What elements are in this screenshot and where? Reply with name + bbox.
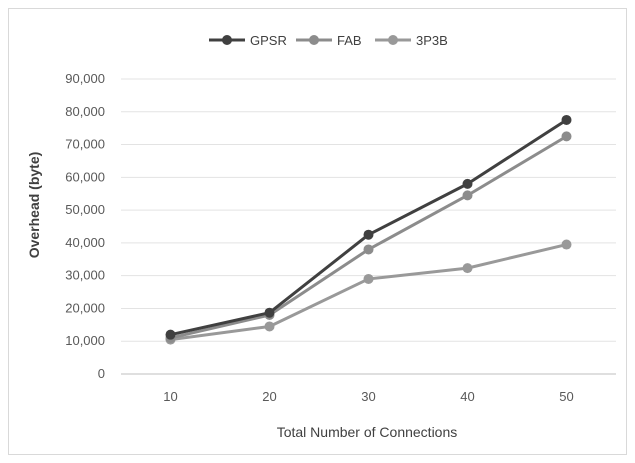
y-tick-label: 90,000 bbox=[65, 71, 105, 86]
x-tick-label: 30 bbox=[361, 389, 375, 404]
data-point bbox=[363, 244, 374, 255]
legend: GPSR FAB 3P3B bbox=[209, 33, 448, 48]
data-point bbox=[561, 239, 572, 250]
line-chart: 0 10,000 20,000 30,000 40,000 50,000 60,000 70,… bbox=[26, 33, 616, 440]
x-axis-title: Total Number of Connections bbox=[277, 424, 458, 440]
x-tick-labels: 10 20 30 40 50 bbox=[163, 389, 573, 404]
x-tick-label: 20 bbox=[262, 389, 276, 404]
legend-label: FAB bbox=[337, 33, 362, 48]
series-gpsr bbox=[165, 114, 572, 340]
y-tick-label: 70,000 bbox=[65, 137, 105, 152]
series-line bbox=[170, 118, 568, 337]
chart-frame: 0 10,000 20,000 30,000 40,000 50,000 60,000 70,… bbox=[8, 8, 627, 455]
y-tick-label: 80,000 bbox=[65, 104, 105, 119]
legend-label: 3P3B bbox=[416, 33, 448, 48]
gridlines bbox=[121, 78, 616, 375]
data-point bbox=[363, 273, 374, 284]
y-tick-label: 30,000 bbox=[65, 268, 105, 283]
x-tick-label: 10 bbox=[163, 389, 177, 404]
data-point bbox=[264, 307, 275, 318]
y-axis-title: Overhead (byte) bbox=[26, 152, 42, 259]
legend-item-fab: FAB bbox=[296, 33, 362, 48]
data-point bbox=[561, 131, 572, 142]
legend-label: GPSR bbox=[250, 33, 287, 48]
data-point bbox=[561, 114, 572, 125]
data-point bbox=[462, 178, 473, 189]
series-3p3b bbox=[165, 239, 572, 345]
y-tick-labels: 0 10,000 20,000 30,000 40,000 50,000 60,000 70,… bbox=[65, 71, 105, 381]
y-tick-label: 10,000 bbox=[65, 333, 105, 348]
y-tick-label: 0 bbox=[98, 366, 105, 381]
x-tick-label: 50 bbox=[559, 389, 573, 404]
y-tick-label: 40,000 bbox=[65, 235, 105, 250]
x-tick-label: 40 bbox=[460, 389, 474, 404]
data-point bbox=[462, 190, 473, 201]
data-point bbox=[462, 263, 473, 274]
legend-item-3p3b: 3P3B bbox=[375, 33, 448, 48]
data-point bbox=[363, 229, 374, 240]
legend-item-gpsr: GPSR bbox=[209, 33, 287, 48]
legend-swatch-marker bbox=[309, 35, 319, 45]
y-tick-label: 50,000 bbox=[65, 202, 105, 217]
y-tick-label: 60,000 bbox=[65, 169, 105, 184]
series-group bbox=[165, 114, 572, 345]
data-point bbox=[264, 321, 275, 332]
data-point bbox=[165, 329, 176, 340]
legend-swatch-marker bbox=[388, 35, 398, 45]
y-tick-label: 20,000 bbox=[65, 300, 105, 315]
legend-swatch-marker bbox=[222, 35, 232, 45]
